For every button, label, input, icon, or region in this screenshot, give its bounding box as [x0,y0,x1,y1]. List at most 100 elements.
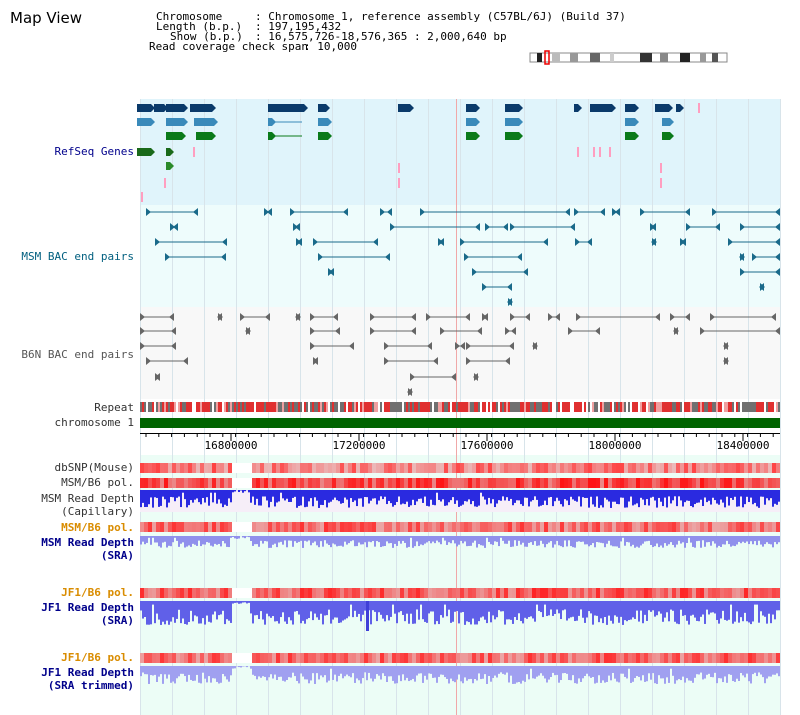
length-value: : 197,195,432 [255,20,342,33]
depth-bar [164,490,166,500]
depth-bar [754,536,756,542]
depth-bar [404,666,406,681]
depth-bar [606,536,608,544]
polymorphism-cell [272,478,276,488]
track-label-b6n-bac[interactable]: B6N BAC end pairs [21,348,134,361]
depth-bar [582,601,584,618]
polymorphism-cell [524,653,528,663]
depth-bar [482,490,484,497]
depth-bar [764,490,766,505]
polymorphism-cell [648,463,652,473]
polymorphism-cell [580,463,584,473]
track-label-msm-b6-pol-1[interactable]: MSM/B6 pol. [61,476,134,489]
polymorphism-cell [324,653,328,663]
depth-bar [624,601,626,621]
polymorphism-cell [156,588,160,598]
repeat-element [232,402,234,412]
polymorphism-cell [500,478,504,488]
track-label-repeat[interactable]: Repeat [94,401,134,414]
polymorphism-cell [700,522,704,532]
bac-end [475,223,480,231]
depth-bar [226,536,228,547]
polymorphism-cell [440,463,444,473]
polymorphism-cell [376,463,380,473]
depth-bar [658,666,660,676]
polymorphism-cell [548,478,552,488]
track-label-jf1-b6-pol-2[interactable]: JF1/B6 pol. [61,651,134,664]
polymorphism-cell [392,478,396,488]
repeat-element [664,402,666,412]
depth-bar [764,601,766,617]
depth-bar [528,601,530,618]
polymorphism-cell [480,478,484,488]
track-label-msm-read-depth-sra[interactable]: MSM Read Depth [41,536,134,549]
depth-bar [668,666,670,683]
polymorphism-cell [736,522,740,532]
depth-bar [538,490,540,507]
track-label-dbsnp[interactable]: dbSNP(Mouse) [54,461,134,474]
depth-bar [280,490,282,493]
depth-bar [436,536,438,541]
repeat-element [456,402,458,412]
depth-bar [484,490,486,500]
depth-bar [382,536,384,547]
depth-bar [238,601,240,604]
depth-bar [436,601,438,622]
depth-bar [178,601,180,610]
depth-bar [368,536,370,542]
polymorphism-cell [712,653,716,663]
track-label-jf1-b6-pol-1[interactable]: JF1/B6 pol. [61,586,134,599]
depth-bar [404,536,406,543]
bac-end [482,283,487,291]
depth-bar [610,536,612,546]
repeat-element [650,402,652,412]
track-label-msm-read-depth-capillary[interactable]: MSM Read Depth [41,492,134,505]
polymorphism-cell [516,653,520,663]
depth-bar [144,601,146,618]
polymorphism-cell [448,588,452,598]
depth-bar [562,490,564,507]
track-label-chromosome[interactable]: chromosome 1 [54,416,134,429]
depth-bar [196,601,198,617]
polymorphism-cell [328,522,332,532]
polymorphism-cell [412,478,416,488]
depth-bar [556,536,558,541]
repeat-element [742,402,744,412]
depth-bar [490,601,492,623]
depth-bar [558,601,560,614]
depth-bar [666,666,668,678]
track-label-jf1-read-depth-sra[interactable]: JF1 Read Depth [41,601,134,614]
track-label-jf1-read-depth-trimmed[interactable]: JF1 Read Depth [41,666,134,679]
depth-bar [376,601,378,622]
depth-bar [548,666,550,680]
polymorphism-cell [272,653,276,663]
depth-bar [310,490,312,499]
repeat-element [226,402,228,412]
ruler-tick-label: 17600000 [461,439,514,452]
depth-bar [676,666,678,681]
repeat-element [594,402,596,412]
polymorphism-cell [720,588,724,598]
track-label-refseq[interactable]: RefSeq Genes [54,145,134,158]
polymorphism-cell [464,522,468,532]
depth-bar [512,490,514,506]
depth-bar [544,536,546,548]
polymorphism-cell [520,522,524,532]
track-label-msm-b6-pol-2[interactable]: MSM/B6 pol. [61,521,134,534]
depth-bar [756,536,758,546]
depth-bar [596,536,598,543]
depth-bar [412,601,414,624]
polymorphism-cell [188,522,192,532]
polymorphism-cell [748,522,752,532]
depth-bar [494,601,496,620]
repeat-element [220,402,222,412]
depth-bar [654,536,656,547]
repeat-element [628,402,630,412]
polymorphism-cell [376,522,380,532]
bac-end [555,313,560,321]
repeat-element [604,402,606,412]
polymorphism-cell [380,588,384,598]
depth-bar [516,536,518,546]
track-label-msm-bac[interactable]: MSM BAC end pairs [21,250,134,263]
